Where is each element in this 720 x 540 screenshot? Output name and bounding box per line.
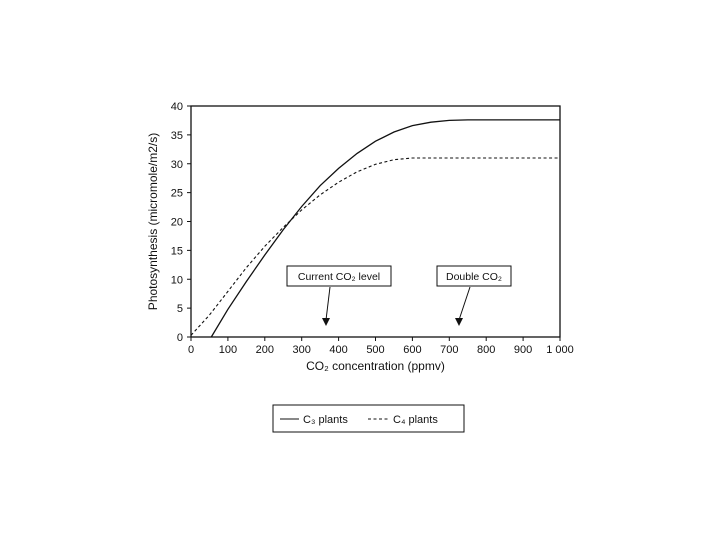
y-tick-label: 15 [171,245,183,257]
y-tick-label: 10 [171,274,183,286]
legend-label: C₃ plants [303,414,348,426]
y-tick-label: 5 [177,303,183,315]
y-tick-label: 20 [171,217,183,229]
annotation-arrow-head [455,318,463,326]
legend-label: C₄ plants [393,414,438,426]
annotation-label: Current CO₂ level [298,271,380,283]
x-tick-label: 300 [293,344,311,356]
x-tick-label: 700 [440,344,458,356]
x-tick-label: 900 [514,344,532,356]
y-tick-label: 30 [171,159,183,171]
annotation-arrow-head [322,318,330,326]
y-tick-label: 40 [171,101,183,113]
annotation-callout: Current CO₂ level [286,265,392,326]
annotation-arrow-shaft [458,286,471,321]
annotation-box [436,265,512,287]
annotation-callout: Double CO₂ [436,265,512,326]
y-axis-title: Photosynthesis (micromole/m2/s) [146,133,160,310]
x-tick-label: 400 [329,344,347,356]
x-tick-label: 1 000 [546,344,574,356]
series-line-c4-plants [190,157,560,336]
annotation-arrow-shaft [325,286,331,321]
y-tick-label: 25 [171,188,183,200]
x-tick-label: 0 [188,344,194,356]
x-tick-label: 200 [256,344,274,356]
annotation-box [286,265,392,287]
x-tick-label: 600 [403,344,421,356]
series-line-c3-plants [210,119,560,338]
y-tick-label: 35 [171,130,183,142]
y-tick-label: 0 [177,332,183,344]
x-axis-title: CO₂ concentration (ppmv) [306,359,445,373]
x-tick-label: 500 [366,344,384,356]
annotation-label: Double CO₂ [446,271,502,283]
x-tick-label: 800 [477,344,495,356]
x-tick-label: 100 [219,344,237,356]
